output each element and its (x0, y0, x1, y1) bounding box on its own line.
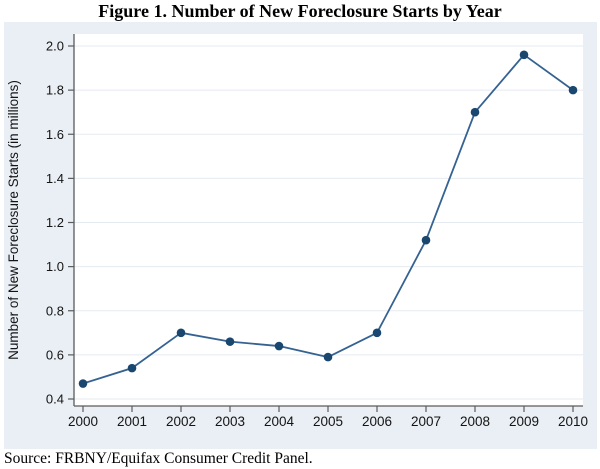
data-point (323, 352, 333, 362)
x-tick-label: 2007 (411, 414, 441, 429)
y-tick-label: 0.6 (46, 347, 64, 362)
x-tick-label: 2003 (215, 414, 245, 429)
data-point (274, 341, 284, 351)
data-point (225, 337, 235, 346)
y-tick-label: 1.2 (46, 215, 64, 230)
data-point (519, 50, 529, 60)
y-tick-label: 1.4 (46, 171, 64, 186)
x-tick-label: 2002 (166, 414, 196, 429)
x-tick-label: 2006 (362, 414, 392, 429)
y-tick-label: 0.8 (46, 303, 64, 318)
x-tick-label: 2005 (313, 414, 343, 429)
data-point (568, 85, 578, 95)
y-tick-label: 1.6 (46, 127, 64, 142)
x-tick-label: 2010 (558, 414, 588, 429)
x-tick-label: 2009 (509, 414, 539, 429)
y-tick-label: 0.4 (46, 392, 64, 407)
data-point (421, 235, 431, 245)
plot-svg: 0.4 0.6 0.8 1.0 1.2 1.4 1.6 1.8 2.0 2000 2001 2002 2… (6, 34, 588, 429)
data-point (372, 328, 382, 338)
y-tick-label: 2.0 (46, 39, 64, 54)
data-point (127, 363, 137, 373)
graph-area: 0.4 0.6 0.8 1.0 1.2 1.4 1.6 1.8 2.0 2000 2001 2002 2… (4, 22, 597, 449)
x-tick-label: 2001 (117, 414, 147, 429)
x-tick-label: 2008 (460, 414, 490, 429)
x-tick-label: 2000 (68, 414, 98, 429)
source-note: Source: FRBNY/Equifax Consumer Credit Pa… (4, 450, 313, 467)
y-tick-label: 1.8 (46, 83, 64, 98)
plot-area (74, 34, 583, 406)
y-axis-title: Number of New Foreclosure Starts (in mil… (6, 80, 21, 360)
y-tick-label: 1.0 (46, 259, 64, 274)
data-point (78, 379, 88, 388)
x-tick-label: 2004 (264, 414, 295, 429)
data-point (470, 107, 480, 117)
data-point (176, 328, 186, 338)
chart-title: Figure 1. Number of New Foreclosure Star… (98, 1, 502, 21)
